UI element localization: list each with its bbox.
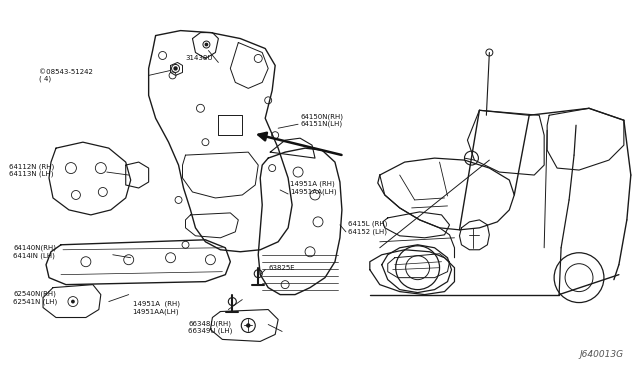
Text: 64140N(RH)
6414lN (LH): 64140N(RH) 6414lN (LH) [13,245,56,259]
Text: J640013G: J640013G [580,350,624,359]
Text: 14951A  (RH)
14951AA(LH): 14951A (RH) 14951AA(LH) [132,301,180,315]
Text: 6415L (RH)
64152 (LH): 6415L (RH) 64152 (LH) [348,221,387,235]
Text: 64150N(RH)
64151N(LH): 64150N(RH) 64151N(LH) [300,113,343,127]
Text: 64112N (RH)
64113N (LH): 64112N (RH) 64113N (LH) [9,163,54,177]
Circle shape [72,300,74,303]
Circle shape [247,324,250,327]
Text: 14951A (RH)
14951AA(LH): 14951A (RH) 14951AA(LH) [290,181,337,195]
Text: 66348U(RH)
66349U (LH): 66348U(RH) 66349U (LH) [189,320,233,334]
Circle shape [174,67,177,70]
Text: ©08543-51242
( 4): ©08543-51242 ( 4) [39,69,93,82]
Text: 63825E: 63825E [268,265,295,271]
Circle shape [205,43,207,46]
Text: 31438U: 31438U [186,55,213,61]
Text: 62540N(RH)
62541N (LH): 62540N(RH) 62541N (LH) [13,291,58,305]
